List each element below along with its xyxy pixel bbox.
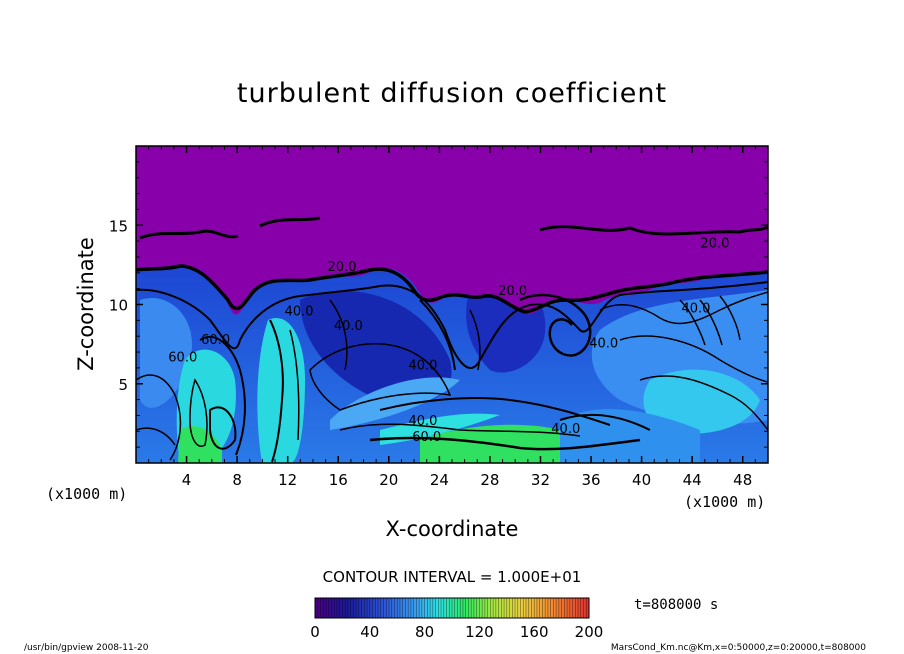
x-tick-label: 4 — [182, 471, 192, 489]
colorbar-tick-label: 0 — [310, 623, 320, 641]
x-unit-left: (x1000 m) — [46, 485, 127, 503]
footer-right: MarsCond_Km.nc@Km,x=0:50000,z=0:20000,t=… — [611, 643, 866, 653]
contour-interval-label: CONTOUR INTERVAL = 1.000E+01 — [323, 568, 582, 586]
contour-label: 40.0 — [589, 336, 618, 351]
colorbar-tick-label: 40 — [360, 623, 379, 641]
chart-title: turbulent diffusion coefficient — [237, 78, 667, 109]
blue-swirl-left — [140, 298, 192, 408]
contour-label: 40.0 — [408, 358, 437, 373]
x-tick-label: 48 — [733, 471, 752, 489]
x-tick-label: 8 — [232, 471, 242, 489]
contour-specks-upper — [259, 216, 321, 228]
y-tick-label: 5 — [118, 376, 128, 394]
contour-specks-right — [539, 224, 768, 236]
upper-purple-field — [136, 146, 768, 315]
colorbar-ticks: 0 40 80 120 160 200 — [310, 623, 603, 641]
x-tick-label: 24 — [430, 471, 449, 489]
x-tick-label: 40 — [632, 471, 651, 489]
x-tick-label: 12 — [278, 471, 297, 489]
contour-label: 40.0 — [681, 301, 710, 316]
contour-label: 20.0 — [498, 284, 527, 299]
x-tick-label: 32 — [531, 471, 550, 489]
colorbar-tick-label: 200 — [575, 623, 604, 641]
x-unit-right: (x1000 m) — [684, 493, 765, 511]
contour-label: 40.0 — [551, 422, 580, 437]
x-tick-label: 28 — [480, 471, 499, 489]
x-axis: 4 8 12 16 20 24 28 32 36 40 44 48 — [148, 146, 756, 489]
colorbar-tick-label: 160 — [520, 623, 549, 641]
colorbar-tick-label: 80 — [415, 623, 434, 641]
deep-blue-patch-center — [300, 290, 452, 404]
contour-lines — [136, 264, 768, 463]
light-blue-band-center — [330, 377, 460, 430]
footer-left: /usr/bin/gpview 2008-11-20 — [24, 643, 149, 653]
contour-labels: 20.0 20.0 20.0 40.0 40.0 40.0 40.0 40.0 40.0 40.0… — [168, 236, 729, 444]
x-tick-label: 16 — [329, 471, 348, 489]
x-tick-label: 20 — [379, 471, 398, 489]
contour-label: 40.0 — [334, 319, 363, 334]
contour-label: 60.0 — [412, 430, 441, 445]
colorbar-tick-label: 120 — [465, 623, 494, 641]
y-tick-label: 15 — [109, 217, 128, 235]
contour-label: 60.0 — [201, 333, 230, 348]
contour-label: 40.0 — [285, 305, 314, 320]
plot-area: 20.0 20.0 20.0 40.0 40.0 40.0 40.0 40.0 40.0 40.0… — [136, 146, 768, 463]
y-axis: 5 10 15 — [109, 161, 768, 448]
colorbar-stripes — [314, 598, 590, 618]
time-label: t=808000 s — [634, 597, 718, 613]
contour-specks-left — [139, 229, 239, 240]
contour-label: 20.0 — [700, 236, 729, 251]
contour-label: 60.0 — [168, 351, 197, 366]
contour-label: 20.0 — [328, 260, 357, 275]
x-axis-label: X-coordinate — [386, 517, 519, 541]
mid-blue-lower-right — [560, 409, 700, 463]
x-tick-label: 36 — [581, 471, 600, 489]
cyan-column-center — [257, 318, 305, 463]
colorbar: 0 40 80 120 160 200 — [310, 597, 603, 641]
y-tick-label: 10 — [109, 297, 128, 315]
contour-label: 40.0 — [408, 414, 437, 429]
cyan-patch-right — [643, 369, 760, 434]
x-tick-label: 44 — [683, 471, 702, 489]
y-axis-label: Z-coordinate — [74, 237, 98, 371]
